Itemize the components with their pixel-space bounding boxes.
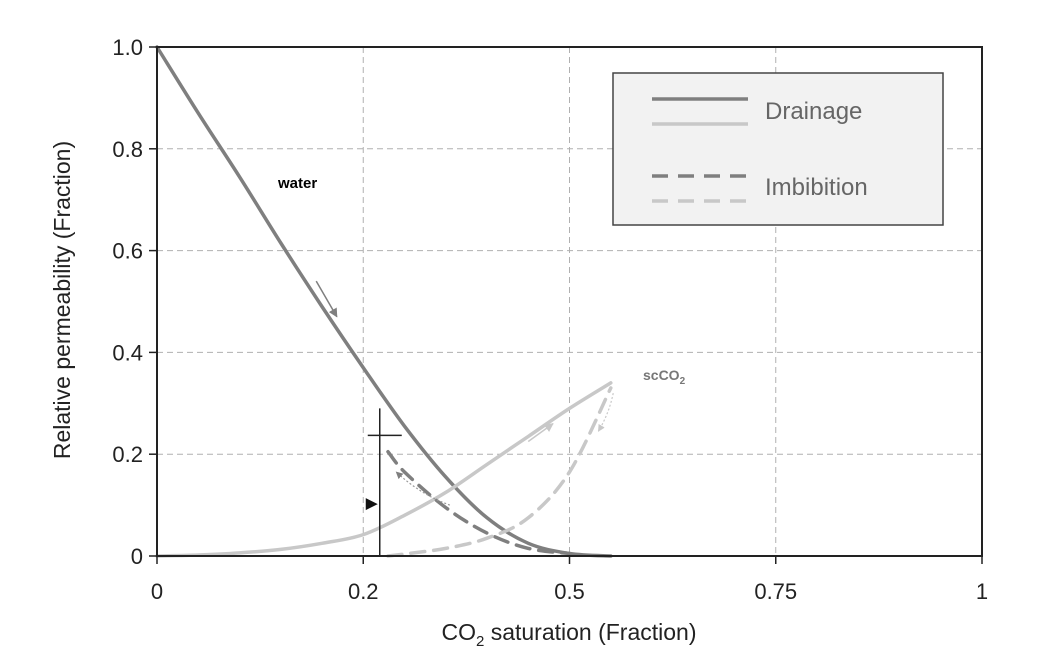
legend-drainage-label: Drainage xyxy=(765,98,862,125)
x-tick-label: 0.2 xyxy=(348,579,379,604)
water-imbibition-curve xyxy=(386,449,572,556)
y-tick-label: 0.6 xyxy=(112,239,143,264)
legend: Drainage Imbibition xyxy=(612,72,944,226)
y-tick-label: 0 xyxy=(131,544,143,569)
co2-drainage-curve xyxy=(155,381,613,558)
water-curve-label: water xyxy=(277,175,317,192)
y-tick-label: 0.2 xyxy=(112,442,143,467)
y-tick-label: 1.0 xyxy=(112,35,143,60)
y-tick-label: 0.4 xyxy=(112,340,143,365)
series-layer xyxy=(155,45,613,558)
residual-marker-arrowhead xyxy=(365,498,378,511)
legend-imbibition-label: Imbibition xyxy=(765,174,868,201)
x-axis-label: CO2 saturation (Fraction) xyxy=(441,619,696,650)
co2-imbibition-curve xyxy=(386,386,613,558)
water-drainage-direction-arrow xyxy=(315,280,338,318)
x-tick-label: 0.5 xyxy=(554,579,585,604)
water-drainage-curve xyxy=(155,45,613,558)
co2-imbibition-direction-arrow xyxy=(597,393,614,432)
water-imbibition-direction-arrow xyxy=(395,471,451,506)
x-tick-label: 1 xyxy=(976,579,988,604)
x-tick-label: 0 xyxy=(151,579,163,604)
x-tick-label: 0.75 xyxy=(754,579,797,604)
y-tick-label: 0.8 xyxy=(112,137,143,162)
co2-curve-label: scCO2 xyxy=(643,367,686,387)
ticks: 0 0.2 0.5 0.75 1 0 0.2 0.4 0.6 0.8 1.0 xyxy=(112,35,988,604)
co2-drainage-direction-arrow xyxy=(527,423,554,443)
annotation-layer xyxy=(315,280,614,557)
y-axis-label: Relative permeability (Fraction) xyxy=(49,141,75,459)
